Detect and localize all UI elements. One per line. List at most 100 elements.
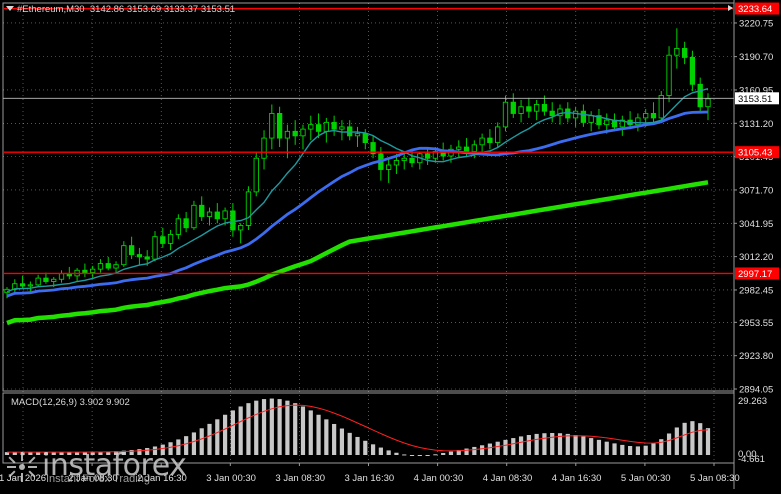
x-tick-label: 1 Jan 2026 — [0, 473, 46, 484]
macd-bar — [12, 452, 17, 455]
shift-marker-icon[interactable] — [728, 5, 733, 11]
candle-body — [222, 210, 228, 220]
candle-body — [97, 263, 104, 270]
macd-bar — [137, 449, 142, 455]
macd-bar — [573, 435, 578, 455]
candle-body — [238, 225, 244, 231]
candle-body — [510, 101, 516, 114]
candle-body — [456, 146, 462, 150]
macd-bar — [581, 436, 586, 455]
level-price-tag — [735, 267, 779, 280]
x-tick-label: 2 Jan 16:30 — [137, 473, 187, 484]
candle-body — [35, 277, 41, 286]
candle-body — [463, 146, 470, 152]
macd-bar — [666, 433, 672, 455]
instaforex-watermark: instaforex Instant Forex Trading — [6, 448, 187, 486]
y-tick-label: 3160.95 — [739, 85, 773, 96]
macd-bar — [534, 433, 539, 455]
macd-bar — [659, 439, 664, 455]
candle-body — [635, 117, 641, 126]
candle-body — [51, 278, 57, 282]
candle-body — [596, 115, 602, 126]
current-price-label: 3153.51 — [738, 94, 772, 105]
candle-body — [487, 137, 493, 144]
macd-bar — [643, 445, 648, 455]
macd-bar — [612, 443, 617, 455]
level-price-label: 3105.43 — [738, 148, 772, 159]
candle-body — [650, 112, 657, 119]
candle-body — [339, 126, 345, 130]
chart-header: #Ethereum,M30 3142.86 3153.69 3133.37 31… — [6, 4, 235, 15]
macd-bar — [332, 423, 337, 455]
candle-body — [284, 130, 291, 139]
caret-down-icon[interactable] — [6, 6, 14, 11]
candle-body — [533, 104, 540, 112]
macd-bar — [168, 442, 173, 455]
candle-body — [323, 121, 329, 132]
macd-bar — [596, 439, 602, 455]
x-tick-label: 3 Jan 00:30 — [206, 473, 256, 484]
candle-body — [424, 153, 431, 159]
macd-bar — [145, 447, 150, 455]
macd-bar — [121, 450, 126, 455]
candle-body — [261, 137, 267, 159]
candle-body — [27, 284, 34, 287]
candle-body — [300, 128, 306, 137]
macd-bar — [628, 446, 633, 455]
candle-body — [43, 277, 49, 282]
candle-body — [315, 124, 322, 132]
macd-signal-line — [7, 404, 709, 453]
macd-bar — [160, 444, 165, 455]
macd-bar — [370, 444, 376, 455]
y-tick-label: 3071.70 — [739, 185, 773, 196]
level-price-tag — [735, 146, 779, 159]
candle-body — [479, 137, 485, 146]
candle-body — [58, 273, 65, 280]
macd-bar — [4, 452, 10, 455]
macd-bar — [324, 419, 329, 455]
x-tick-label: 5 Jan 00:30 — [621, 473, 671, 484]
macd-bar — [495, 441, 500, 455]
macd-bar — [441, 453, 446, 455]
candle-body — [681, 48, 688, 58]
macd-bar — [589, 438, 594, 455]
macd-bar — [261, 399, 267, 455]
macd-bar — [59, 452, 64, 455]
level-price-label: 2997.17 — [738, 269, 772, 280]
candle-body — [689, 56, 696, 85]
macd-bar — [75, 452, 80, 455]
candle-body — [199, 204, 205, 217]
candle-body — [354, 133, 361, 137]
candle-body — [409, 157, 415, 164]
macd-bar — [620, 444, 625, 455]
y-tick-label: 2894.05 — [739, 385, 773, 396]
macd-bar — [394, 452, 399, 455]
y-tick-label: 3220.75 — [739, 18, 773, 29]
macd-bar — [113, 451, 119, 455]
candle-body — [253, 157, 259, 193]
y-tick-label: 2982.45 — [739, 285, 773, 296]
y-tick-label: 3041.95 — [739, 219, 773, 230]
x-tick-label: 4 Jan 08:30 — [483, 473, 533, 484]
macd-bar — [363, 440, 368, 455]
watermark-brand: instaforex — [42, 448, 187, 483]
macd-scale-bottom: -4.661 — [738, 454, 765, 465]
macd-bar — [565, 433, 570, 455]
macd-bar — [386, 450, 391, 455]
level-price-tag — [735, 2, 779, 15]
macd-bar — [199, 428, 204, 455]
macd-bar — [651, 443, 656, 455]
candle-body — [658, 95, 664, 119]
y-tick-label: 2953.55 — [739, 318, 773, 329]
macd-bar — [191, 432, 197, 455]
macd-bar — [417, 455, 422, 456]
macd-bar — [269, 398, 274, 455]
macd-bar — [511, 438, 516, 455]
macd-bar — [106, 451, 111, 455]
ma-slow-line — [6, 180, 709, 326]
candle-body — [128, 245, 135, 256]
macd-bar — [635, 446, 640, 455]
current-price-tag — [735, 92, 779, 105]
candle-body — [292, 130, 298, 137]
